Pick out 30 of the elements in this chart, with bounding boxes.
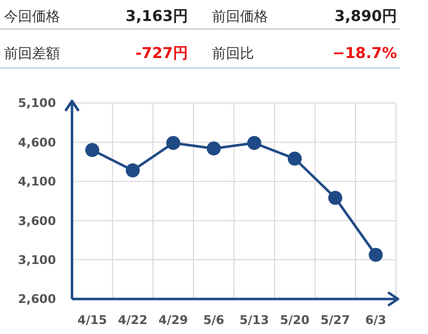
text: −18.7%: [332, 44, 397, 62]
y-tick-label: 3,100: [18, 253, 56, 267]
x-tick-label: 5/20: [280, 313, 310, 328]
x-tick-label: 4/29: [158, 313, 188, 328]
y-tick-label: 2,600: [18, 292, 56, 306]
point: [126, 163, 140, 178]
x-tick-label: 4/22: [118, 313, 148, 328]
text: 前回差額: [4, 46, 60, 62]
text: 3,890円: [334, 7, 397, 25]
x-tick-label: 5/13: [240, 313, 269, 328]
point: [288, 152, 302, 166]
y-tick-label: 3,600: [18, 214, 56, 228]
point: [328, 190, 342, 205]
y-tick-label: 5,100: [18, 96, 56, 110]
text: 3,163円: [126, 7, 188, 25]
point: [166, 136, 180, 150]
point: [368, 248, 383, 262]
text: -727円: [135, 44, 188, 62]
text: 前回比: [212, 46, 254, 62]
x-tick-label: 5/6: [203, 313, 224, 328]
point: [247, 136, 262, 150]
point: [85, 143, 100, 158]
text: 前回価格: [212, 9, 268, 25]
text: 今回価格: [4, 9, 60, 25]
x-tick-label: 4/15: [78, 313, 107, 328]
x-tick-label: 5/27: [320, 313, 350, 328]
y-tick-label: 4,100: [18, 174, 56, 189]
point: [206, 141, 221, 156]
x-tick-label: 6/3: [365, 313, 386, 328]
y-tick-label: 4,600: [18, 135, 56, 150]
